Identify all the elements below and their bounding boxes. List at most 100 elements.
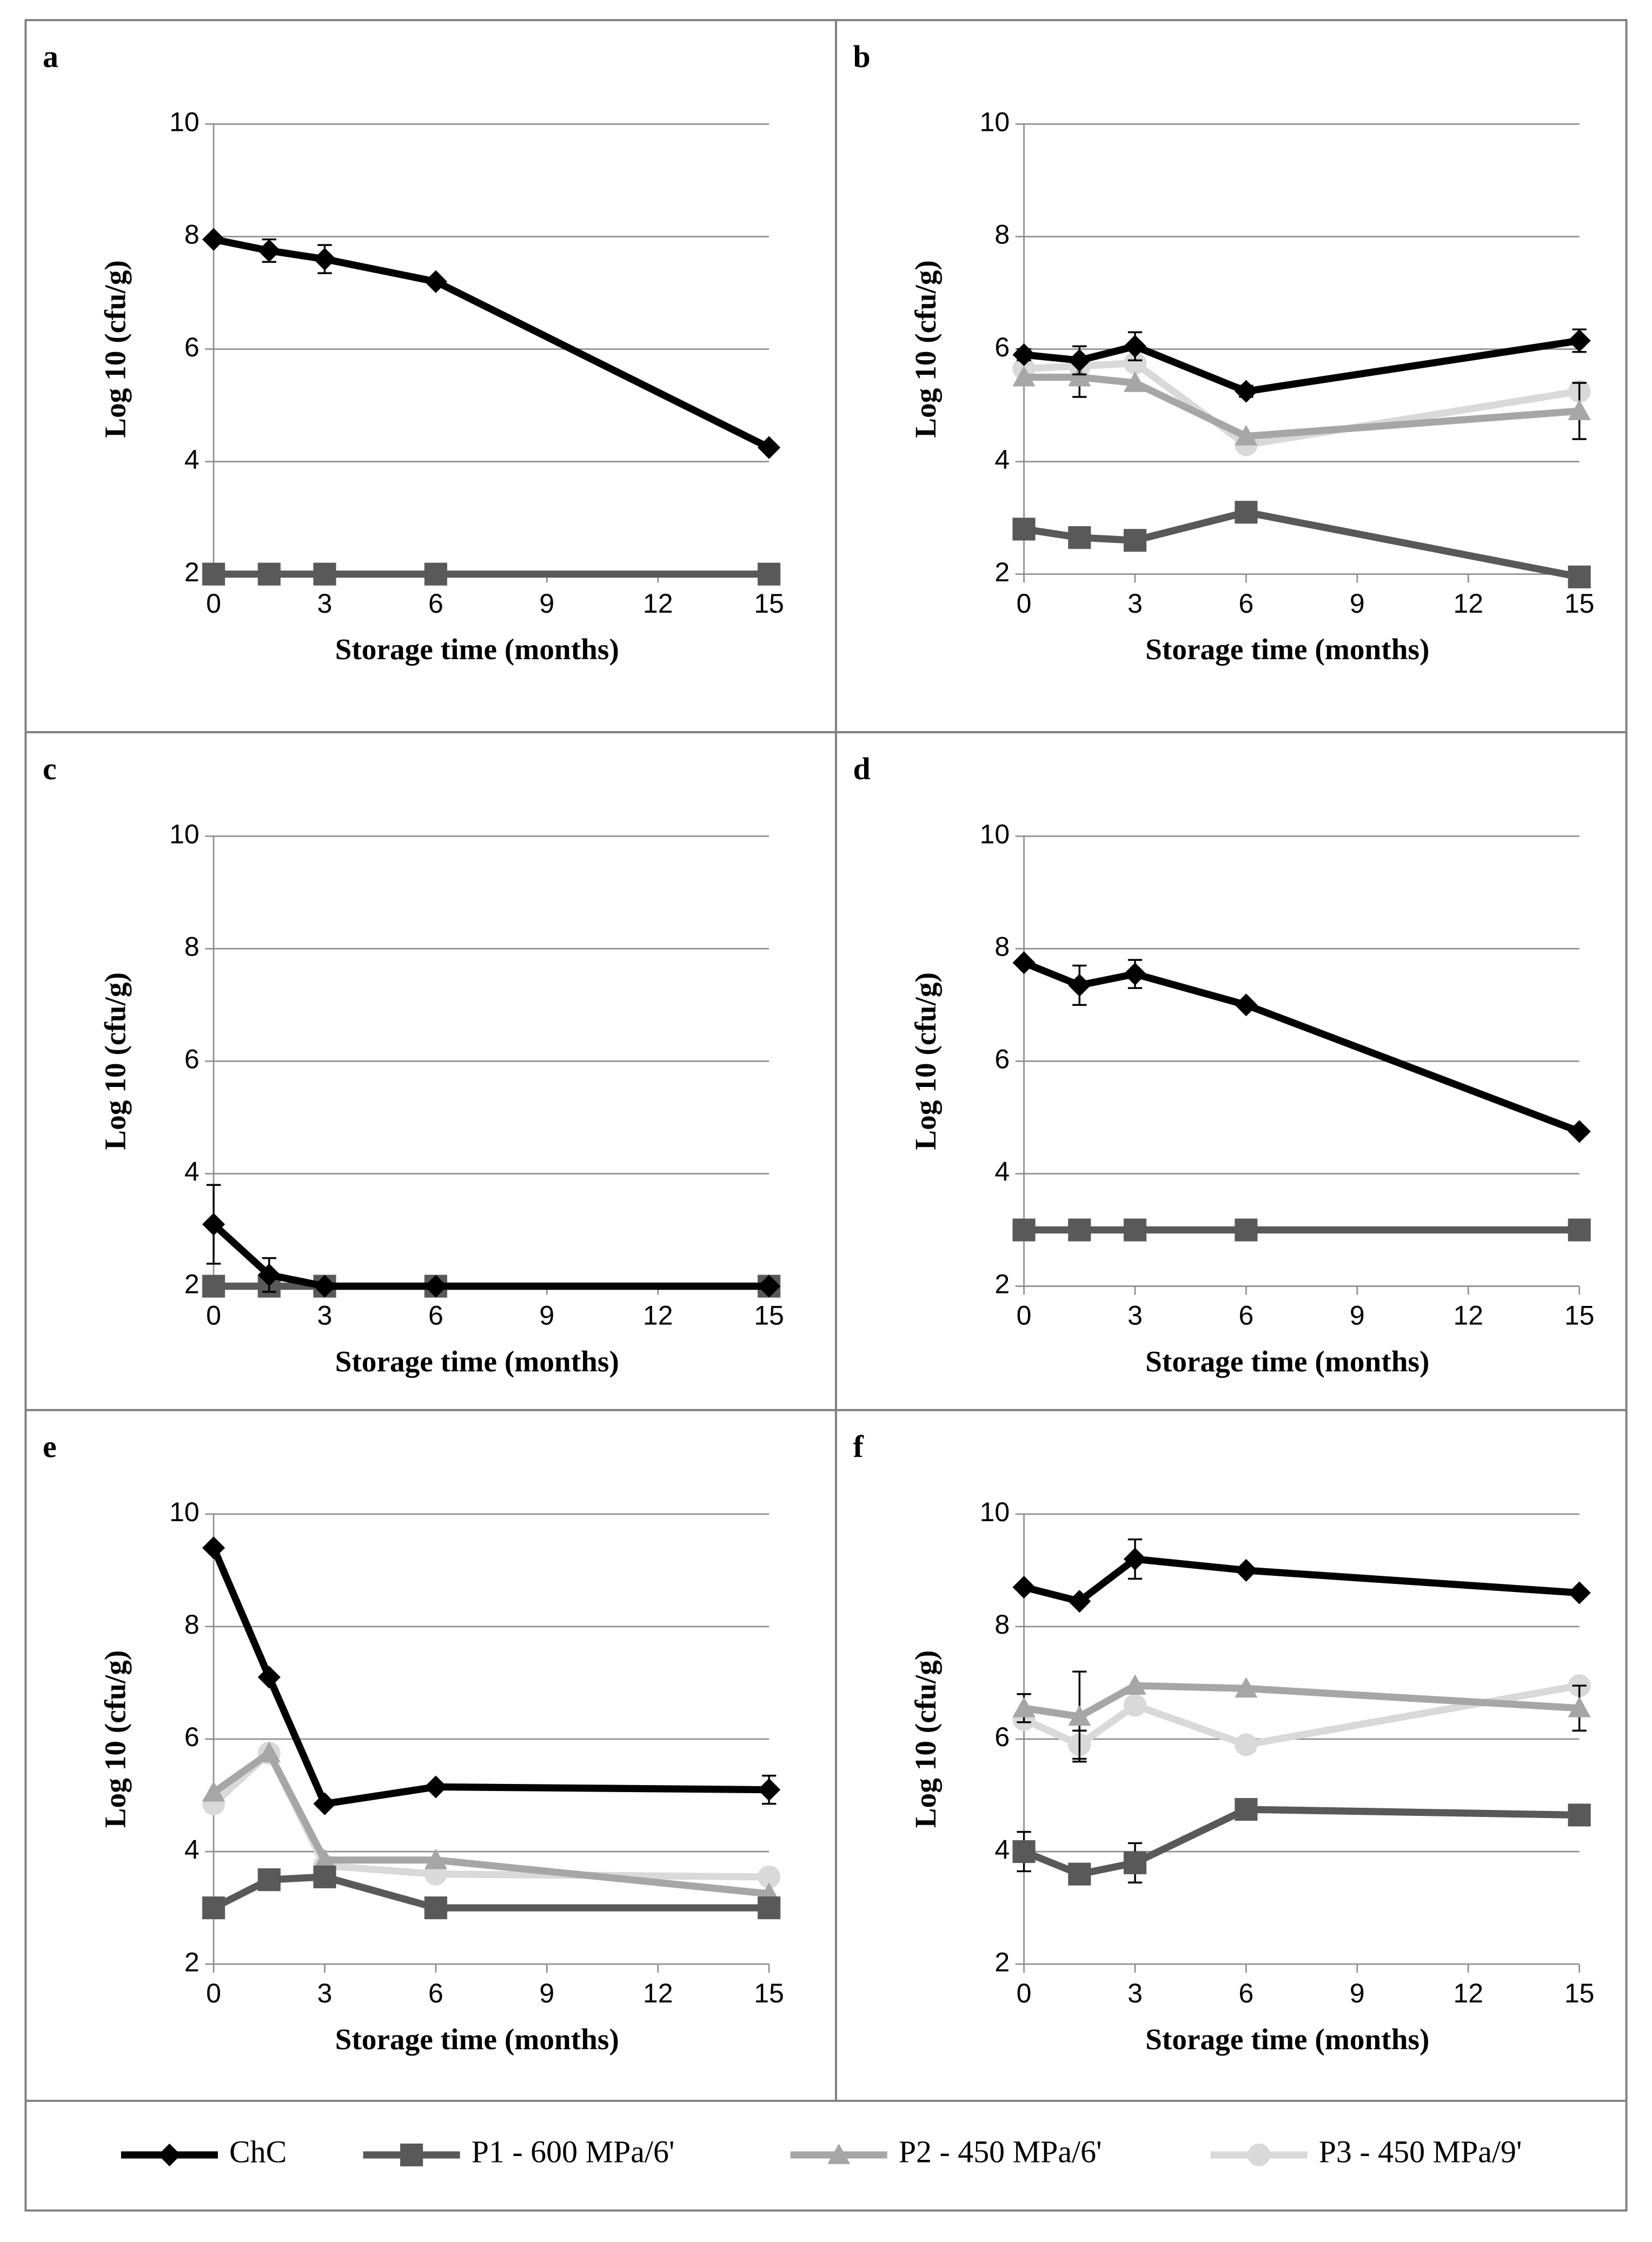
- marker: [1568, 1696, 1591, 1717]
- marker: [1123, 1694, 1147, 1717]
- marker: [1012, 1696, 1036, 1717]
- x-axis-title: Storage time (months): [1145, 1345, 1429, 1378]
- x-tick-label: 6: [428, 588, 443, 619]
- marker: [424, 270, 447, 293]
- y-tick-label: 6: [184, 332, 200, 362]
- y-axis-title: Log 10 (cfu/g): [98, 972, 131, 1150]
- x-tick-label: 9: [1350, 1301, 1365, 1331]
- x-axis-title: Storage time (months): [1145, 2023, 1429, 2056]
- marker: [758, 1896, 781, 1920]
- y-axis-title: Log 10 (cfu/g): [98, 1650, 131, 1828]
- x-axis-title: Storage time (months): [335, 1345, 619, 1378]
- y-tick-label: 10: [169, 107, 200, 137]
- y-tick-label: 2: [184, 557, 200, 587]
- marker: [257, 1868, 281, 1892]
- panel-label: c: [43, 751, 57, 786]
- x-tick-label: 6: [428, 1978, 443, 2008]
- legend-label: ChC: [229, 2134, 287, 2169]
- y-tick-label: 2: [994, 557, 1010, 587]
- x-tick-label: 0: [206, 1301, 221, 1331]
- marker: [313, 1848, 336, 1869]
- marker: [1068, 1590, 1091, 1613]
- panel-label: e: [43, 1429, 57, 1464]
- y-tick-label: 6: [184, 1722, 200, 1752]
- marker: [1235, 1558, 1258, 1582]
- marker: [1568, 1581, 1591, 1604]
- marker: [1248, 2143, 1271, 2167]
- marker: [827, 2143, 851, 2164]
- x-tick-label: 12: [1453, 1978, 1483, 2008]
- y-tick-label: 10: [169, 819, 200, 849]
- y-axis-title: Log 10 (cfu/g): [909, 972, 942, 1150]
- marker: [1068, 1705, 1091, 1726]
- x-tick-label: 3: [1127, 1301, 1143, 1331]
- marker: [1123, 1218, 1147, 1242]
- y-tick-label: 2: [994, 1947, 1010, 1977]
- marker: [202, 1536, 225, 1560]
- y-axis-title: Log 10 (cfu/g): [909, 1650, 942, 1828]
- marker: [424, 1775, 447, 1799]
- marker: [1235, 993, 1258, 1017]
- x-axis-title: Storage time (months): [335, 2023, 619, 2056]
- y-tick-label: 4: [994, 1834, 1010, 1865]
- x-tick-label: 15: [754, 588, 784, 619]
- x-tick-label: 6: [1239, 588, 1254, 619]
- y-tick-label: 4: [184, 1157, 200, 1187]
- marker: [202, 228, 225, 251]
- panel-label: a: [43, 39, 58, 74]
- marker: [1123, 351, 1147, 375]
- y-tick-label: 2: [994, 1269, 1010, 1299]
- y-tick-label: 2: [184, 1947, 200, 1977]
- marker: [313, 562, 336, 586]
- x-tick-label: 12: [1453, 1301, 1483, 1331]
- x-tick-label: 12: [1453, 588, 1483, 619]
- marker: [1068, 366, 1091, 387]
- x-tick-label: 0: [1017, 1978, 1032, 2008]
- x-tick-label: 9: [1350, 1978, 1365, 2008]
- marker: [1235, 1733, 1258, 1756]
- marker: [1068, 526, 1091, 549]
- marker: [1568, 399, 1591, 420]
- marker: [313, 1792, 336, 1815]
- marker: [202, 1781, 225, 1802]
- marker: [1068, 349, 1091, 372]
- y-tick-label: 10: [980, 1497, 1010, 1527]
- x-tick-label: 12: [643, 1301, 673, 1331]
- frame: [24, 19, 1628, 2212]
- marker: [1012, 366, 1036, 387]
- marker: [158, 2143, 181, 2167]
- y-tick-label: 10: [980, 819, 1010, 849]
- x-tick-label: 3: [1127, 588, 1143, 619]
- y-tick-label: 6: [994, 1722, 1010, 1752]
- y-tick-label: 4: [184, 445, 200, 475]
- x-tick-label: 0: [206, 588, 221, 619]
- panel-label: b: [853, 39, 871, 74]
- x-tick-label: 9: [539, 1301, 554, 1331]
- x-tick-label: 3: [317, 588, 333, 619]
- legend-label: P3 - 450 MPa/9': [1319, 2134, 1522, 2169]
- marker: [758, 1865, 781, 1888]
- marker: [1068, 1218, 1091, 1242]
- marker: [1123, 371, 1147, 392]
- y-tick-label: 8: [994, 932, 1010, 962]
- marker: [202, 1896, 225, 1920]
- y-tick-label: 6: [994, 332, 1010, 362]
- y-axis-title: Log 10 (cfu/g): [909, 260, 942, 438]
- y-tick-label: 10: [980, 107, 1010, 137]
- marker: [313, 248, 336, 271]
- marker: [1068, 1862, 1091, 1886]
- y-axis-title: Log 10 (cfu/g): [98, 260, 131, 438]
- marker: [424, 562, 447, 586]
- x-tick-label: 15: [1564, 588, 1595, 619]
- marker: [313, 1275, 336, 1298]
- marker: [1123, 1851, 1147, 1874]
- panel-label: d: [853, 751, 871, 786]
- marker: [1235, 424, 1258, 446]
- x-tick-label: 15: [754, 1978, 784, 2008]
- y-tick-label: 8: [994, 1609, 1010, 1640]
- x-tick-label: 0: [1017, 588, 1032, 619]
- marker: [1012, 951, 1036, 974]
- x-tick-label: 6: [428, 1301, 443, 1331]
- x-tick-label: 6: [1239, 1301, 1254, 1331]
